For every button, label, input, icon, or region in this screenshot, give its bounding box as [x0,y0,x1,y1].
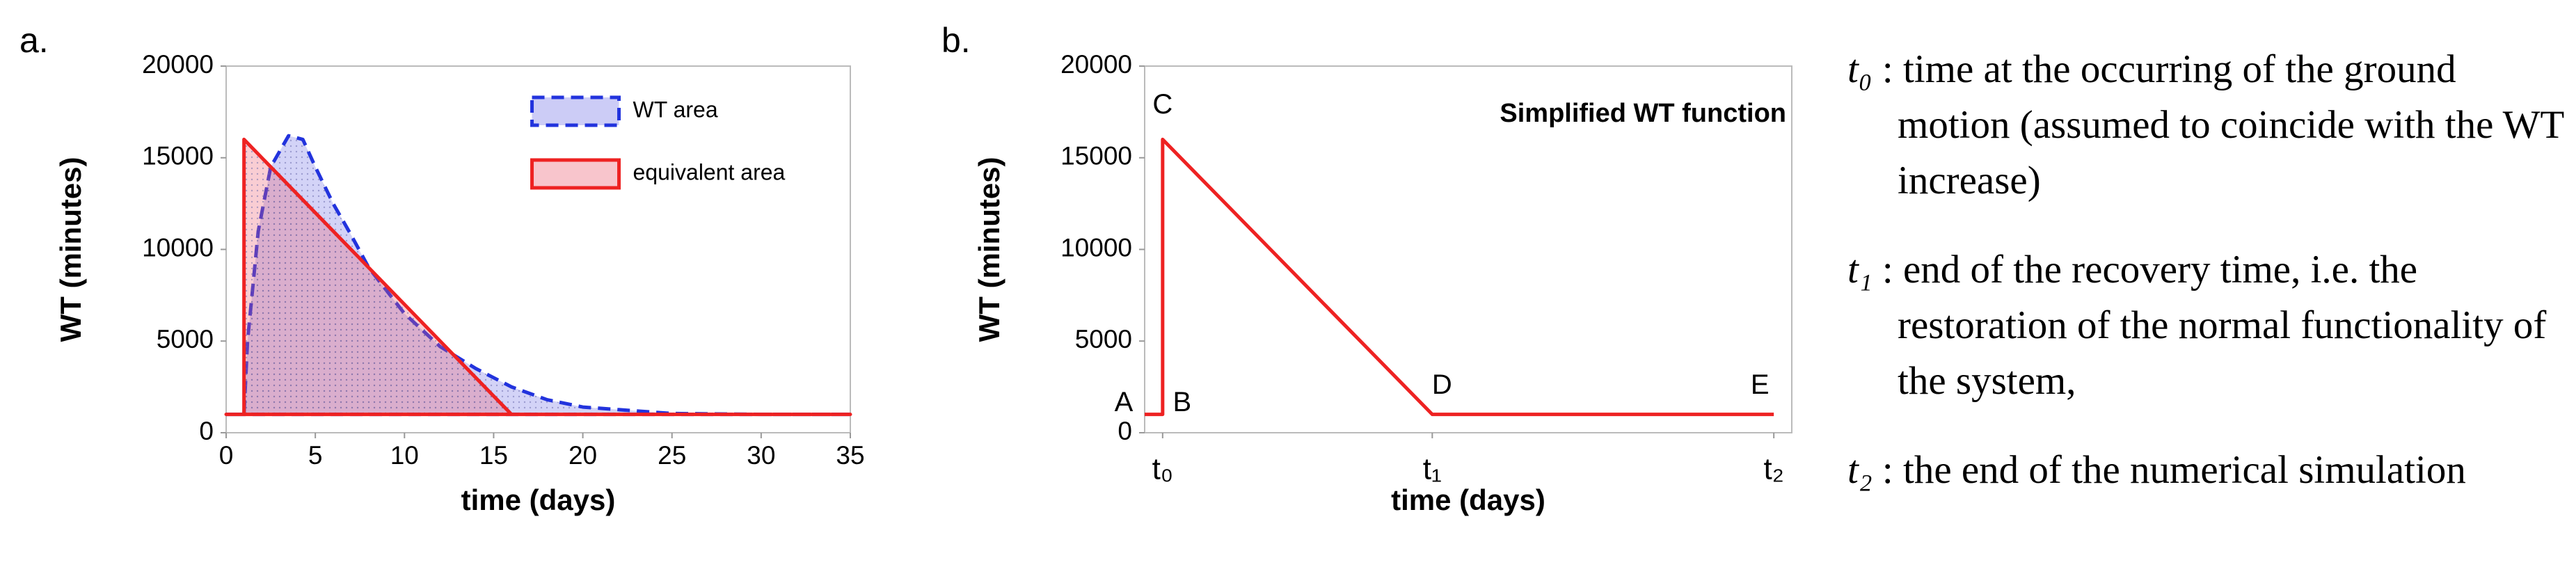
definition: t₂ : the end of the numerical simulation [1847,442,2571,498]
panel-label: b. [941,21,971,60]
y-axis-label: WT (minutes) [54,157,87,342]
chart-title: Simplified WT function [1500,99,1786,128]
y-tick-label: 5000 [157,325,214,353]
x-tick-label: 30 [747,441,775,470]
y-tick-label: 20000 [1060,50,1132,79]
definitions: t₀ : time at the occurring of the ground… [1847,42,2571,532]
separator: : [1872,47,1903,91]
definition-text: time at the occurring of the ground moti… [1898,47,2564,202]
definition: t₀ : time at the occurring of the ground… [1847,42,2571,209]
chart: a. 0 5000 10000 15000 20000 0 5 10 15 20 25 30 35 time… [19,21,1792,516]
y-tick-label: 5000 [1075,325,1132,353]
legend-swatch [530,158,621,190]
line [1145,137,1774,417]
legend-label: equivalent area [633,159,786,184]
panel-label: a. [19,21,49,60]
y-tick-label: 10000 [1060,233,1132,262]
legend-swatch [530,95,621,127]
y-tick-label: 15000 [1060,142,1132,170]
definition-text: the end of the numerical simulation [1903,448,2466,492]
term: t₂ [1847,448,1873,492]
term: t₁ [1847,248,1873,292]
point-label: A [1115,387,1134,417]
x-tick-label: 35 [836,441,864,470]
legend-label: WT area [633,97,718,122]
y-tick-label: 20000 [142,50,214,79]
x-axis-label: time (days) [461,484,616,516]
y-tick-label: 10000 [142,233,214,262]
point-label: C [1152,89,1172,120]
x-tick-label: 20 [569,441,597,470]
separator: : [1872,448,1903,492]
y-tick-label: 15000 [142,142,214,170]
y-tick-label: 0 [1118,417,1132,445]
point-label: E [1751,369,1770,400]
y-axis-label: WT (minutes) [973,157,1005,342]
x-tick-label: 25 [658,441,686,470]
x-tick-label: t₁ [1423,452,1442,486]
y-tick-label: 0 [199,417,214,445]
x-tick-label: 0 [219,441,234,470]
separator: : [1872,248,1903,292]
x-tick-label: 5 [308,441,323,470]
definition-text: end of the recovery time, i.e. the resto… [1898,248,2547,403]
x-tick-label: t₀ [1152,452,1174,486]
definition: t₁ : end of the recovery time, i.e. the … [1847,242,2571,409]
point-label: D [1432,369,1452,400]
x-tick-label: t₂ [1764,452,1784,486]
x-axis-label: time (days) [1391,484,1545,516]
point-label: B [1172,387,1191,417]
area-fill-texture [226,139,850,415]
area-line [224,137,852,417]
x-tick-label: 15 [479,441,508,470]
x-tick-label: 10 [390,441,419,470]
term: t₀ [1847,47,1873,91]
